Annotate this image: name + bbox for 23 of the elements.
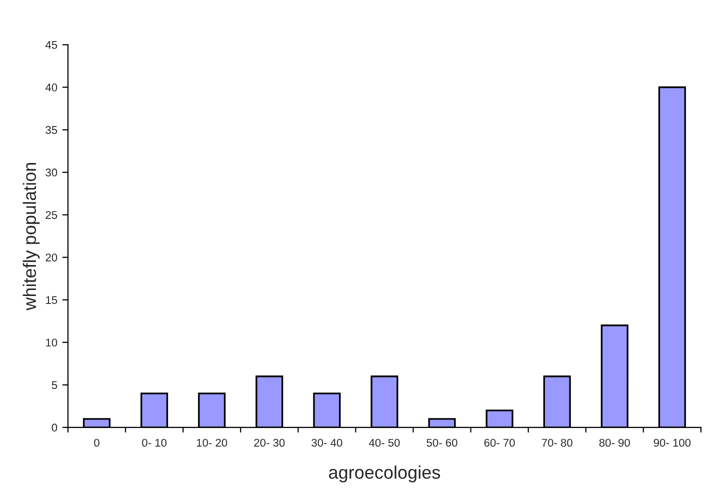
y-tick-label: 45 (45, 41, 58, 49)
y-tick-label: 40 (45, 84, 58, 92)
x-tick-label: 60- 70 (484, 438, 515, 447)
y-tick-label: 5 (52, 381, 58, 390)
y-tick-label: 10 (46, 338, 58, 347)
x-tick-label: 40- 50 (368, 438, 400, 447)
y-tick-label: 15 (46, 296, 58, 304)
x-tick-label: 80- 90 (599, 438, 630, 447)
y-tick-label: 30 (46, 168, 58, 176)
y-tick-label: 25 (46, 211, 58, 219)
x-tick-label: 10- 20 (196, 438, 228, 447)
x-tick-label: 50- 60 (426, 438, 458, 447)
y-axis-title: whitefly population (22, 162, 40, 310)
x-tick-label: 0 (94, 438, 100, 447)
y-tick-label: 20 (46, 254, 58, 262)
x-tick-label: 30- 40 (312, 438, 342, 447)
y-tick-label: 35 (46, 126, 58, 134)
x-tick-label: 70- 80 (542, 438, 572, 447)
x-tick-label: 20- 30 (254, 438, 285, 447)
x-tick-label: 0- 10 (142, 438, 167, 447)
y-tick-label: 0 (52, 424, 58, 432)
x-axis-title: agroecologies (329, 466, 440, 482)
x-tick-label: 90- 100 (654, 438, 691, 447)
